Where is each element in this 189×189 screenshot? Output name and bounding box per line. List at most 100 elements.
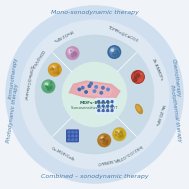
Circle shape [140, 74, 143, 77]
Text: Mn-ZD-NPs: Mn-ZD-NPs [153, 104, 164, 127]
Circle shape [73, 53, 75, 54]
Circle shape [98, 105, 100, 107]
Circle shape [53, 68, 54, 70]
Circle shape [52, 69, 54, 70]
FancyBboxPatch shape [67, 130, 78, 142]
Circle shape [75, 54, 77, 55]
Circle shape [48, 89, 49, 90]
Text: DOX@VS2: DOX@VS2 [30, 49, 45, 69]
Circle shape [115, 134, 117, 136]
Text: Chemotherapy: Chemotherapy [171, 58, 181, 97]
Circle shape [115, 129, 121, 136]
Circle shape [6, 6, 183, 183]
Circle shape [71, 52, 77, 57]
Circle shape [115, 132, 117, 133]
Circle shape [139, 78, 143, 81]
Circle shape [102, 101, 104, 102]
Circle shape [101, 137, 104, 140]
Circle shape [53, 68, 59, 74]
Circle shape [50, 65, 56, 71]
Circle shape [74, 52, 75, 53]
Circle shape [76, 135, 77, 136]
Polygon shape [77, 83, 112, 96]
Circle shape [74, 54, 75, 55]
Circle shape [48, 63, 61, 76]
Wedge shape [53, 36, 136, 72]
Text: Photodynamic therapy: Photodynamic therapy [6, 83, 20, 143]
Circle shape [98, 101, 100, 102]
Wedge shape [53, 117, 136, 153]
Circle shape [107, 110, 109, 112]
Circle shape [76, 139, 77, 140]
Circle shape [104, 139, 105, 140]
Circle shape [110, 47, 116, 54]
Circle shape [88, 85, 91, 87]
Circle shape [72, 135, 73, 136]
Text: MOFs-Based: MOFs-Based [79, 101, 110, 105]
FancyBboxPatch shape [95, 98, 115, 114]
Ellipse shape [137, 106, 140, 111]
Circle shape [52, 67, 53, 68]
Circle shape [107, 141, 108, 142]
Circle shape [118, 133, 123, 138]
Circle shape [119, 136, 121, 137]
Circle shape [47, 85, 53, 91]
Circle shape [44, 82, 50, 88]
Circle shape [117, 132, 118, 133]
Text: NIR-SDN&O: NIR-SDN&O [97, 156, 121, 165]
Circle shape [72, 55, 73, 57]
Circle shape [50, 69, 52, 70]
Circle shape [93, 90, 96, 92]
Circle shape [139, 79, 142, 82]
Circle shape [103, 138, 104, 139]
Text: Sonosensitizers for SDT: Sonosensitizers for SDT [71, 106, 118, 110]
Circle shape [137, 74, 140, 77]
Circle shape [111, 110, 113, 112]
Circle shape [111, 105, 113, 107]
Circle shape [116, 131, 119, 134]
Circle shape [101, 139, 102, 140]
Circle shape [72, 139, 73, 140]
Circle shape [66, 47, 79, 60]
Circle shape [104, 140, 105, 142]
Circle shape [107, 88, 109, 91]
Circle shape [68, 48, 74, 55]
Circle shape [46, 87, 48, 88]
Text: Combined – sonodynamic therapy: Combined – sonodynamic therapy [41, 174, 148, 179]
Circle shape [106, 143, 107, 144]
Circle shape [95, 86, 98, 88]
Circle shape [136, 74, 140, 77]
Circle shape [103, 139, 108, 144]
Circle shape [135, 75, 138, 78]
Circle shape [57, 66, 59, 68]
Circle shape [70, 50, 72, 52]
Text: Mono-sonodynamic therapy: Mono-sonodynamic therapy [51, 10, 138, 15]
Circle shape [102, 105, 104, 107]
Circle shape [120, 131, 122, 132]
Circle shape [111, 49, 114, 51]
Polygon shape [69, 81, 120, 100]
Ellipse shape [136, 104, 142, 114]
Text: FeS2-ICG-O2: FeS2-ICG-O2 [118, 143, 142, 160]
Circle shape [107, 101, 109, 102]
Text: Cu-MOF/Celk: Cu-MOF/Celk [50, 146, 75, 162]
Circle shape [137, 75, 141, 78]
Circle shape [132, 71, 144, 83]
Text: Photothermal therapy: Photothermal therapy [169, 84, 182, 142]
Circle shape [52, 67, 54, 69]
Circle shape [140, 75, 143, 78]
Circle shape [20, 20, 169, 169]
Circle shape [138, 79, 142, 82]
Circle shape [50, 87, 51, 88]
Circle shape [135, 72, 138, 75]
Circle shape [122, 135, 123, 136]
Circle shape [102, 110, 104, 112]
Wedge shape [36, 53, 72, 136]
Text: Zn-BNMOFs: Zn-BNMOFs [151, 57, 163, 81]
Circle shape [108, 46, 121, 58]
Circle shape [62, 62, 127, 127]
Circle shape [118, 133, 120, 135]
Text: Immunotherapy: Immunotherapy [8, 56, 19, 99]
Circle shape [68, 135, 69, 136]
Circle shape [102, 87, 104, 89]
